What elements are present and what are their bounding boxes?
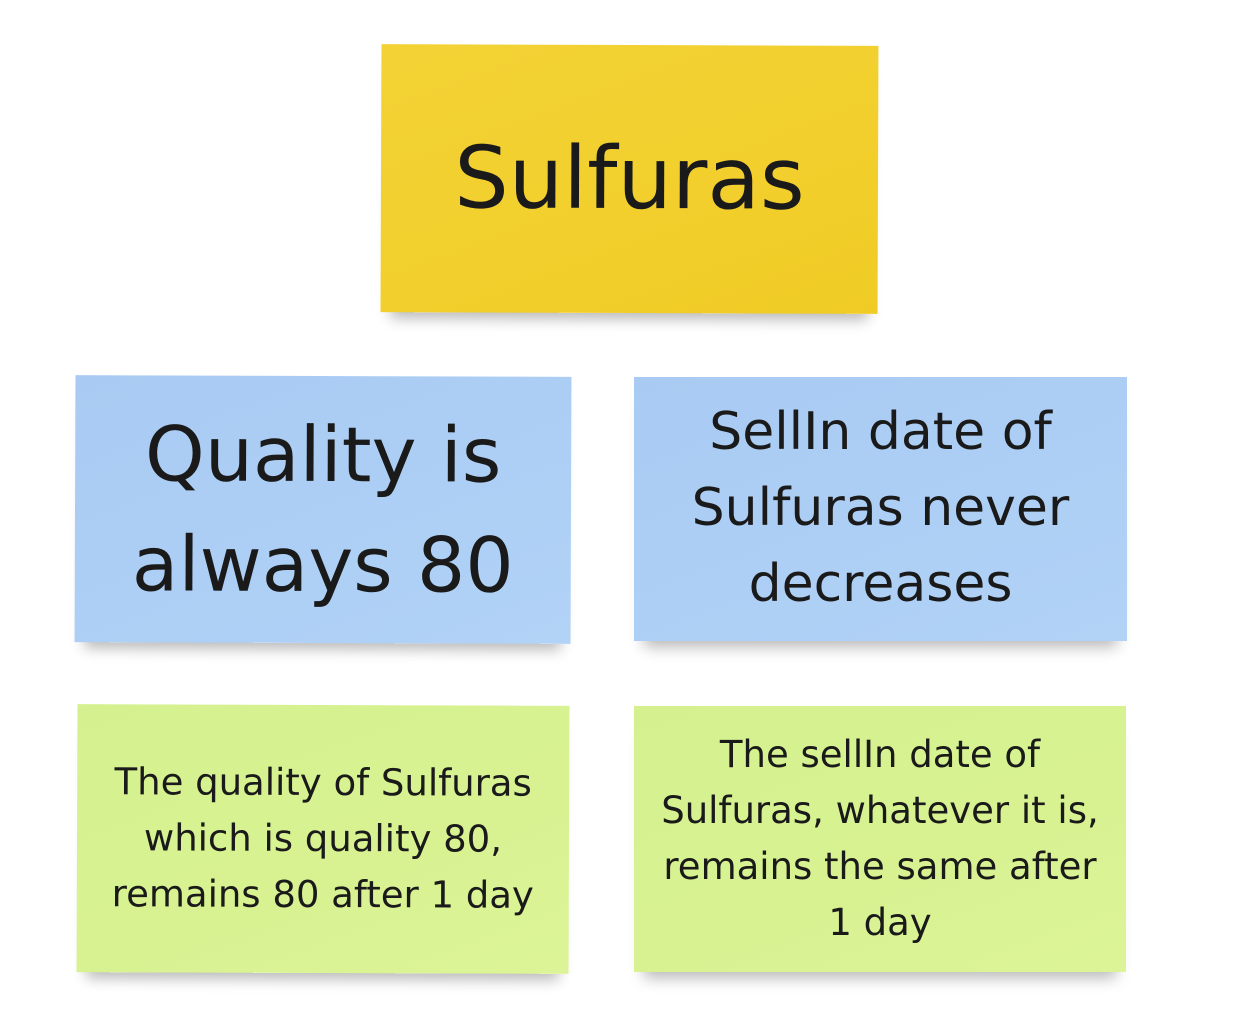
sticky-note-sellin-test[interactable]: The sellIn date of Sulfuras, whatever it… <box>634 706 1126 972</box>
note-text-title: Sulfuras <box>453 128 805 230</box>
sticky-note-sellin-rule[interactable]: SellIn date of Sulfuras never decreases <box>634 377 1127 641</box>
note-text-quality-rule: Quality is always 80 <box>131 409 514 610</box>
note-text-sellin-rule: SellIn date of Sulfuras never decreases <box>691 402 1070 614</box>
sticky-note-quality-rule[interactable]: Quality is always 80 <box>74 375 572 644</box>
note-text-quality-test: The quality of Sulfuras which is quality… <box>111 759 534 917</box>
sticky-note-quality-test[interactable]: The quality of Sulfuras which is quality… <box>76 704 570 974</box>
note-text-sellin-test: The sellIn date of Sulfuras, whatever it… <box>661 732 1099 945</box>
sticky-note-title[interactable]: Sulfuras <box>380 44 879 314</box>
